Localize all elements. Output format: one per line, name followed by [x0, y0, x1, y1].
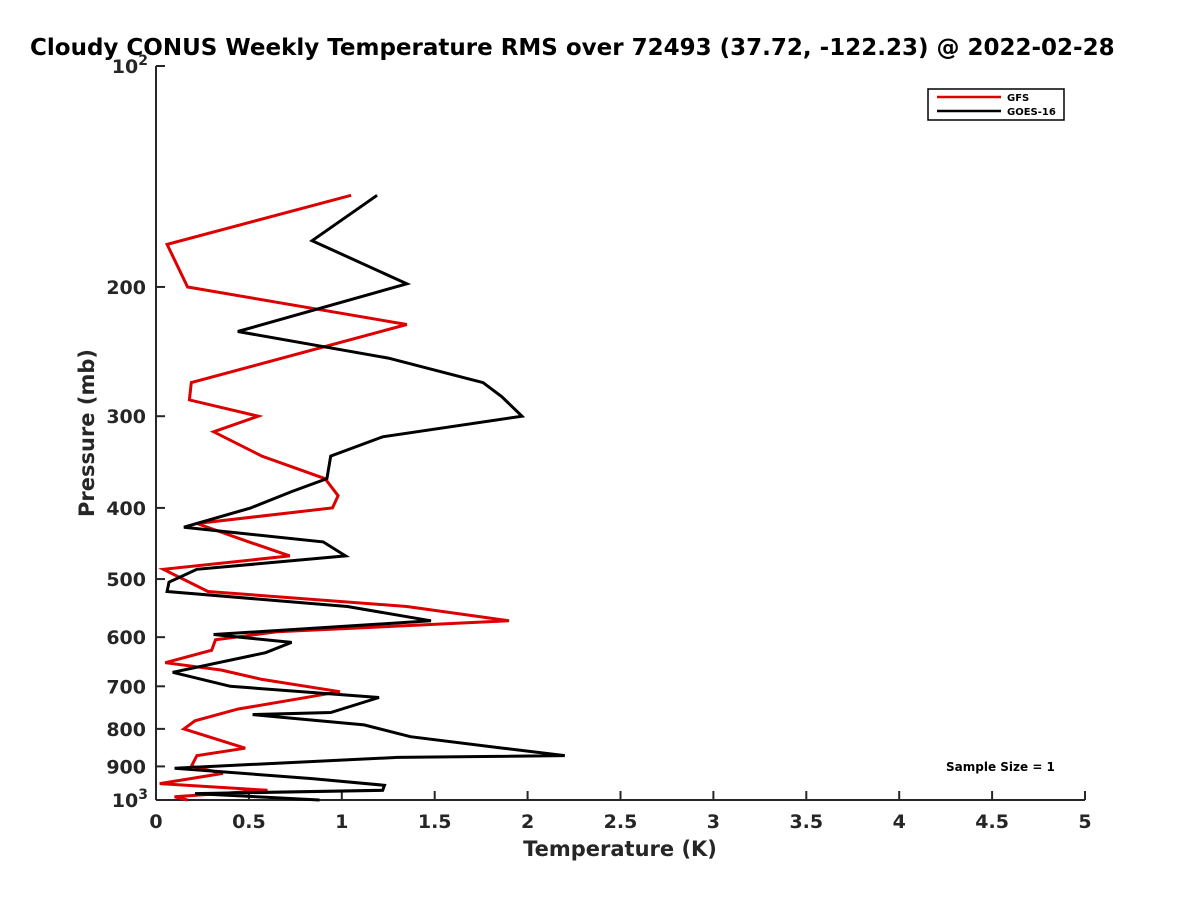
legend-label-goes16: GOES-16 — [1007, 107, 1056, 118]
x-tick-label: 4.5 — [975, 811, 1009, 833]
y-tick-label: 300 — [106, 406, 146, 428]
x-tick-label: 5 — [1078, 811, 1091, 833]
x-axis-label: Temperature (K) — [523, 837, 717, 861]
y-tick-label-bottom: 103 — [112, 787, 148, 812]
x-tick-label: 1.5 — [418, 811, 452, 833]
legend-box — [927, 88, 1065, 121]
x-tick-label: 3.5 — [789, 811, 823, 833]
x-tick-label: 0.5 — [232, 811, 266, 833]
series-line-gfs — [158, 193, 510, 802]
x-tick-label: 2 — [521, 811, 534, 833]
y-tick-label: 600 — [106, 627, 146, 649]
y-tick-label: 200 — [106, 277, 146, 299]
y-tick-label: 400 — [106, 498, 146, 520]
x-tick-label: 1 — [335, 811, 348, 833]
y-tick-label-top-exponent: 2 — [138, 53, 148, 69]
legend: GFS GOES-16 — [927, 88, 1065, 121]
y-tick-label-top-base: 10 — [112, 56, 138, 78]
x-tick-label: 3 — [707, 811, 720, 833]
y-tick-label: 500 — [106, 569, 146, 591]
legend-label-gfs: GFS — [1007, 93, 1029, 104]
sample-size-annotation: Sample Size = 1 — [946, 760, 1055, 774]
x-tick-label: 4 — [893, 811, 906, 833]
y-axis-label: Pressure (mb) — [75, 349, 99, 517]
y-tick-label: 700 — [106, 676, 146, 698]
y-tick-label: 800 — [106, 719, 146, 741]
y-tick-label-bottom-exponent: 3 — [138, 787, 148, 803]
y-tick-label-top: 102 — [112, 53, 148, 78]
chart-title: Cloudy CONUS Weekly Temperature RMS over… — [30, 35, 1115, 61]
series-lines — [158, 193, 565, 802]
series-line-goes16 — [165, 194, 565, 802]
x-tick-label: 0 — [149, 811, 162, 833]
y-tick-label-bottom-base: 10 — [112, 790, 138, 812]
x-tick-label: 2.5 — [604, 811, 638, 833]
y-tick-label: 900 — [106, 756, 146, 778]
x-ticks: 0 0.5 1 1.5 2 2.5 3 3.5 4 4.5 5 — [149, 791, 1092, 833]
